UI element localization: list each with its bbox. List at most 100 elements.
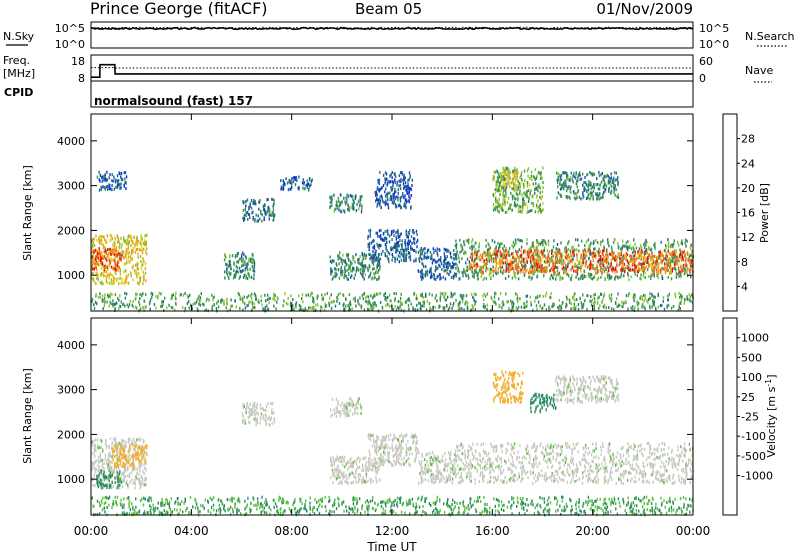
echo-cell-16 [170,297,172,301]
echo-cell-2 [104,173,106,177]
echo-cell-10 [419,270,422,274]
echo-cell-11 [691,262,693,266]
echo-cell-16 [510,299,512,303]
echo-cell-12 [680,258,683,262]
echo-cell-2 [111,173,113,177]
echo-cell-7 [361,261,363,265]
echo-cell-11 [603,269,606,273]
echo-cell-12 [640,255,642,259]
echo-cell-5 [308,188,310,191]
echo-cell-16 [598,306,600,310]
echo-cell-3 [237,260,240,264]
echo-cell-16 [366,300,368,304]
echo-cell-11 [601,271,603,275]
echo-cell-11 [657,276,659,280]
echo-cell-11 [650,248,652,252]
echo-cell-11 [559,258,561,262]
echo-cell-12 [528,268,531,272]
echo-cell-15 [598,170,600,174]
echo-cell-15 [566,172,568,176]
echo-cell-12 [503,249,505,253]
echo-cell-13 [500,171,502,175]
echo-cell-4 [267,206,270,210]
echo-cell-13 [509,185,511,189]
echo-cell-13 [516,168,518,172]
echo-cell-7 [340,265,343,269]
echo-cell-16 [292,308,294,312]
echo-cell-11 [558,261,561,264]
echo-cell-4 [258,200,260,204]
echo-cell-12 [612,255,614,259]
echo-cell-0 [94,446,96,450]
echo-cell-15 [604,174,606,178]
echo-cell-7 [374,276,376,280]
echo-cell-7 [334,275,336,278]
echo-cell-16 [597,300,599,304]
echo-cell-13 [526,181,529,185]
echo-cell-4 [257,214,259,218]
echo-cell-16 [107,293,109,297]
echo-cell-12 [592,255,594,259]
echo-cell-11 [514,272,516,276]
echo-cell-8 [408,255,410,259]
echo-cell-7 [363,269,365,273]
echo-cell-9 [381,199,384,203]
echo-cell-11 [595,239,597,242]
echo-cell-0 [121,281,124,284]
echo-cell-9 [397,204,400,208]
echo-cell-16 [223,299,225,303]
echo-cell-11 [673,256,676,260]
echo-cell-4 [267,198,269,201]
echo-cell-16 [395,308,398,312]
echo-cell-13 [540,197,542,201]
echo-cell-16 [561,301,564,305]
echo-cell-12 [516,252,518,256]
echo-cell-13 [514,200,516,204]
echo-cell-7 [350,263,352,267]
echo-cell-12 [662,258,665,262]
echo-cell-4 [269,213,272,217]
echo-cell-3 [229,272,231,276]
echo-cell-11 [478,245,480,249]
echo-cell-11 [642,274,645,278]
echo-cell-16 [450,291,452,295]
echo-cell-16 [545,291,548,295]
echo-cell-16 [432,305,434,309]
echo-cell-0 [93,237,96,241]
echo-cell-8 [392,255,394,259]
echo-cell-16 [566,297,568,301]
echo-cell-8 [382,232,385,236]
echo-cell-11 [579,277,582,281]
echo-cell-11 [542,243,544,247]
echo-cell-12 [668,260,671,264]
echo-cell-16 [515,292,517,296]
echo-cell-12 [598,254,600,257]
echo-cell-1 [95,259,98,263]
echo-cell-2 [106,178,108,182]
echo-cell-11 [508,254,511,257]
echo-cell-10 [429,268,431,272]
echo-cell-13 [537,171,540,175]
echo-cell-10 [435,277,437,281]
echo-cell-9 [394,187,396,191]
echo-cell-6 [338,204,341,208]
echo-cell-11 [548,250,550,254]
echo-cell-5 [289,187,291,191]
echo-cell-10 [429,270,431,273]
echo-cell-7 [368,252,370,256]
echo-cell-16 [241,297,243,301]
echo-cell-11 [589,272,591,276]
echo-cell-11 [574,264,576,268]
echo-cell-7 [340,268,342,272]
echo-cell-15 [584,188,587,191]
echo-cell-13 [496,182,498,186]
echo-cell-16 [313,300,315,304]
echo-cell-12 [478,255,480,259]
echo-cell-0 [143,242,145,246]
echo-cell-15 [593,186,595,190]
echo-cell-11 [584,248,586,252]
echo-cell-13 [504,201,506,205]
echo-cell-16 [114,293,117,297]
echo-cell-8 [373,247,376,251]
echo-cell-16 [333,299,335,303]
